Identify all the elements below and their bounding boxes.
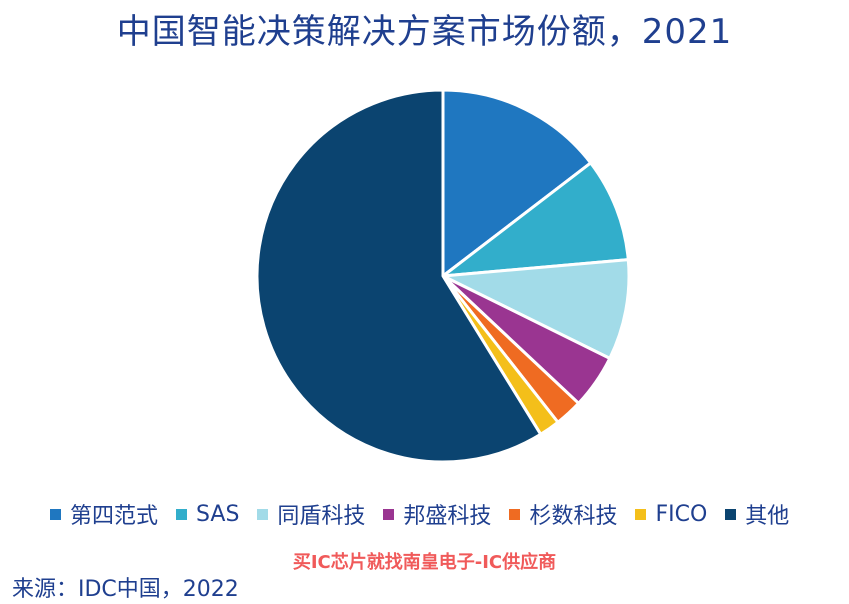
legend-swatch [176, 508, 188, 520]
legend-item-3: 邦盛科技 [383, 498, 491, 530]
source-note: 来源：IDC中国，2022 [12, 577, 239, 602]
legend-swatch [509, 508, 521, 520]
legend-swatch [50, 508, 61, 520]
legend-swatch [383, 508, 395, 520]
legend-item-2: 同盾科技 [257, 498, 365, 530]
legend: 第四范式 SAS 同盾科技 邦盛科技 杉数科技 FICO 其他 [50, 498, 849, 530]
pie-slice-6 [255, 88, 543, 464]
legend-item-6: 其他 [725, 498, 789, 530]
legend-swatch [635, 508, 647, 520]
legend-item-0: 第四范式 [50, 498, 158, 530]
pie-slice-1 [441, 161, 630, 278]
legend-swatch [257, 508, 269, 520]
legend-label: SAS [196, 501, 240, 527]
legend-label: 其他 [745, 504, 790, 529]
legend-label: 邦盛科技 [403, 504, 492, 529]
legend-item-1: SAS [176, 502, 239, 527]
pie-slice-0 [441, 88, 593, 278]
legend-item-4: 杉数科技 [509, 498, 617, 530]
legend-item-5: FICO [635, 502, 707, 527]
legend-label: FICO [655, 501, 708, 527]
legend-label: 第四范式 [70, 504, 159, 529]
chart-title: 中国智能决策解决方案市场份额，2021 [116, 12, 733, 52]
legend-label: 同盾科技 [277, 504, 366, 529]
legend-swatch [725, 508, 737, 520]
watermark-text: 买IC芯片就找南皇电子-IC供应商 [292, 552, 557, 573]
pie-slice-2 [441, 258, 631, 360]
legend-label: 杉数科技 [529, 504, 618, 529]
